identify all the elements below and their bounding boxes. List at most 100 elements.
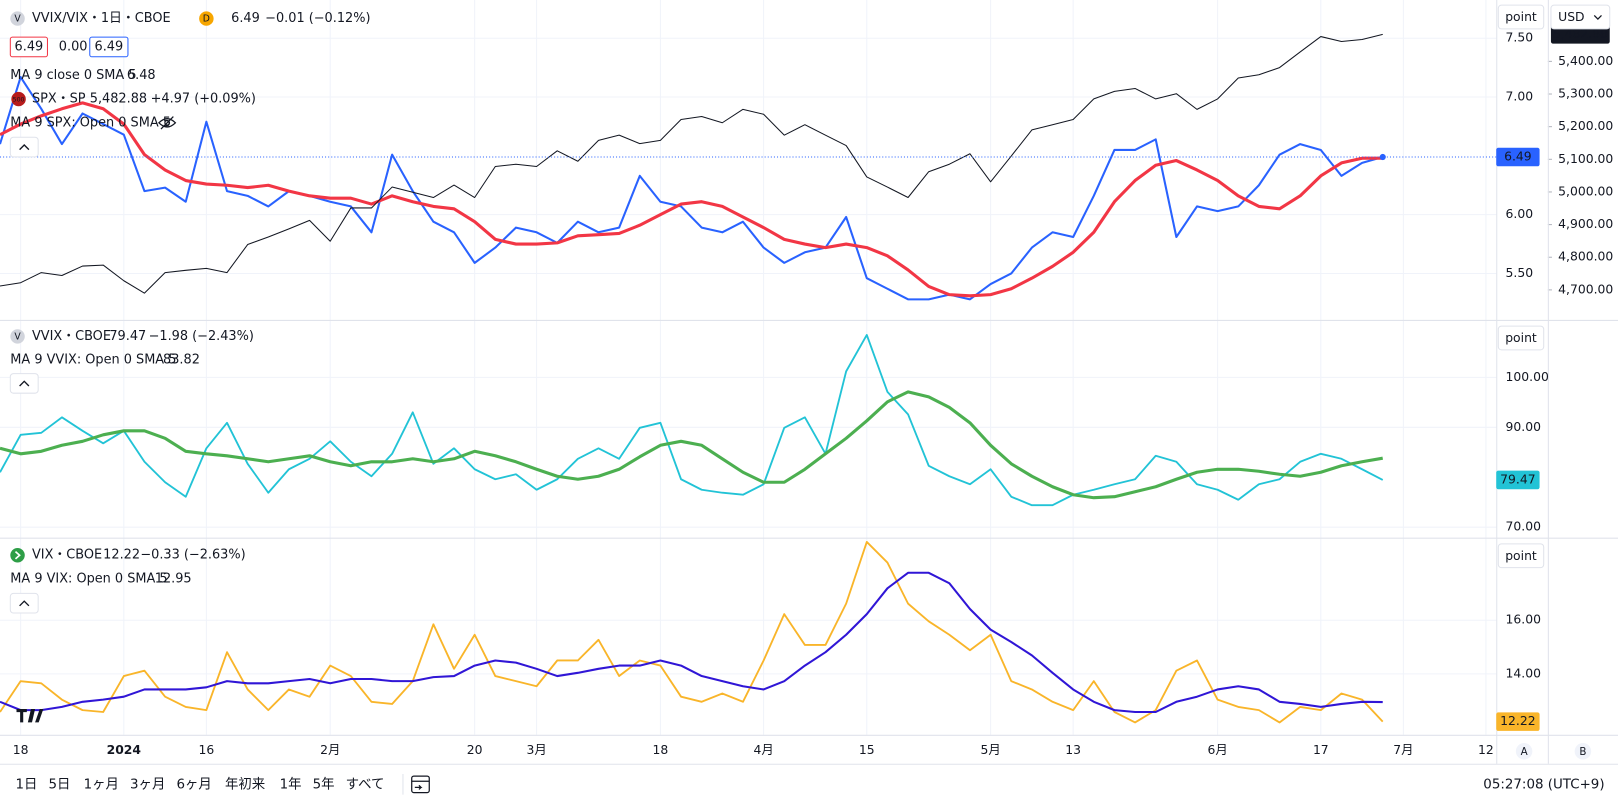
eye-off-icon [158,116,177,130]
x-tick-label: 17 [1313,743,1329,757]
last-value-label: 12.22 [1500,714,1535,728]
range-button[interactable]: 1ヶ月 [84,777,119,792]
input-value: 6.49 [15,39,44,54]
x-tick-label: 18 [13,743,29,757]
symbol-badge [10,329,25,344]
scale-mode-button[interactable] [1497,543,1545,569]
legend-value: 6.48 [127,68,156,83]
last-value-box [1496,712,1540,731]
grid [0,0,1552,735]
clock: 05:27:08 (UTC+9) [1483,777,1604,792]
last-value-box [1550,25,1610,44]
x-tick-label: 18 [653,743,669,757]
legend-change: −0.01 (−0.12%) [265,11,370,26]
y2-tick-label: 4,800.00 [1558,250,1613,264]
last-value-label: 6.49 [1504,150,1532,164]
plot [0,33,1497,724]
x-tick-label: 12 [1478,743,1494,757]
y-tick-label: 100.00 [1506,370,1549,384]
currency-button[interactable] [1550,4,1611,30]
scale-button-label[interactable]: B [1579,746,1586,758]
range-button[interactable]: 3ヶ月 [130,777,165,792]
last-value-label: 5,482.88 [1553,27,1608,41]
range-button[interactable]: 1年 [280,776,302,792]
input-box[interactable] [9,36,48,58]
legend-title: SPX・SP [32,92,86,107]
x-tick-label: 16 [199,743,215,757]
series-line [0,390,1383,500]
x-tick-label: 2024 [107,743,142,757]
collapse-button[interactable] [9,136,39,158]
legend-value: 12.22 [103,548,140,563]
range-button[interactable]: 6ヶ月 [176,777,211,792]
scale-button[interactable] [1574,743,1592,760]
currency-label[interactable]: USD [1558,10,1584,24]
x-tick-label: 5月 [980,743,1000,757]
legend-change: +4.97 (+0.09%) [151,92,256,107]
symbol-badge [10,547,25,563]
scale-mode-label[interactable]: point [1505,331,1537,345]
x-tick-label: 15 [859,743,875,757]
legend-value: 6.49 [231,11,260,26]
legend-title: VVIX/VIX・1日・CBOE [32,11,171,26]
collapse-button[interactable] [9,373,39,394]
calendar-icon[interactable] [411,775,430,794]
x-tick-label: 13 [1065,743,1081,757]
legend-change: −0.33 (−2.63%) [140,548,245,563]
scale-mode-button[interactable] [1497,325,1545,351]
range-button[interactable]: 1日 [15,777,37,792]
last-value-dot [1379,153,1386,161]
scale-mode-label[interactable]: point [1505,10,1537,24]
symbol-badge [10,11,25,26]
range-button[interactable]: 年初来 [225,776,265,792]
y-tick-label: 7.50 [1506,31,1534,45]
range-button[interactable]: 5日 [48,777,70,792]
legend-change: −1.98 (−2.43%) [149,329,254,344]
symbol-badge-text: V [14,331,21,342]
legend-study: MA 9 close 0 SMA 5 [10,68,136,83]
x-tick-label: 7月 [1393,743,1413,757]
legend-value: 12.95 [155,571,192,586]
scale-mode-button[interactable] [1497,4,1545,30]
scale-button-label[interactable]: A [1521,746,1528,758]
legend-value: 79.47 [109,329,146,344]
y2-tick-label: 5,200.00 [1558,119,1613,133]
y-tick-label: 14.00 [1506,666,1542,680]
interval-badge [199,11,214,26]
symbol-badge-text: 500 [13,97,25,104]
collapse-button[interactable] [9,592,39,614]
series-line [0,571,1383,714]
y2-tick-label: 5,300.00 [1558,87,1613,101]
x-tick-label: 3月 [526,743,546,757]
series-line [0,76,1384,301]
y2-tick-label: 4,700.00 [1558,282,1613,296]
symbol-badge-arrow [14,550,21,560]
y2-tick-label: 4,900.00 [1558,217,1613,231]
legend-study: MA 9 VIX: Open 0 SMA 5 [10,571,167,586]
x-tick-label: 6月 [1208,743,1228,757]
y2-tick-label: 5,400.00 [1558,54,1613,68]
y2-tick-label: 5,000.00 [1558,184,1613,198]
series-line [0,334,1384,507]
collapse-chevron[interactable] [19,380,30,387]
last-value-box [1496,147,1540,167]
x-tick-label: 4月 [753,743,773,757]
x-tick-label: 2月 [320,743,340,757]
symbol-badge [11,91,26,107]
scale-button[interactable] [1515,743,1533,760]
range-button[interactable]: すべて [346,776,385,792]
legend-hidden-study: MA 9 SPX: Open 0 SMA 5 [10,115,171,130]
input-box[interactable] [89,36,129,58]
collapse-chevron[interactable] [19,600,30,607]
legend-value: 83.82 [163,353,200,368]
x-tick-label: 20 [467,743,483,757]
currency-chevron[interactable] [1593,15,1602,20]
legend-title: VIX・CBOE [32,548,102,563]
range-button[interactable]: 5年 [313,776,335,792]
scale-mode-label[interactable]: point [1505,549,1537,563]
y-tick-label: 5.50 [1506,266,1534,280]
legend-value: 5,482.88 [90,92,147,107]
collapse-chevron[interactable] [19,144,30,151]
